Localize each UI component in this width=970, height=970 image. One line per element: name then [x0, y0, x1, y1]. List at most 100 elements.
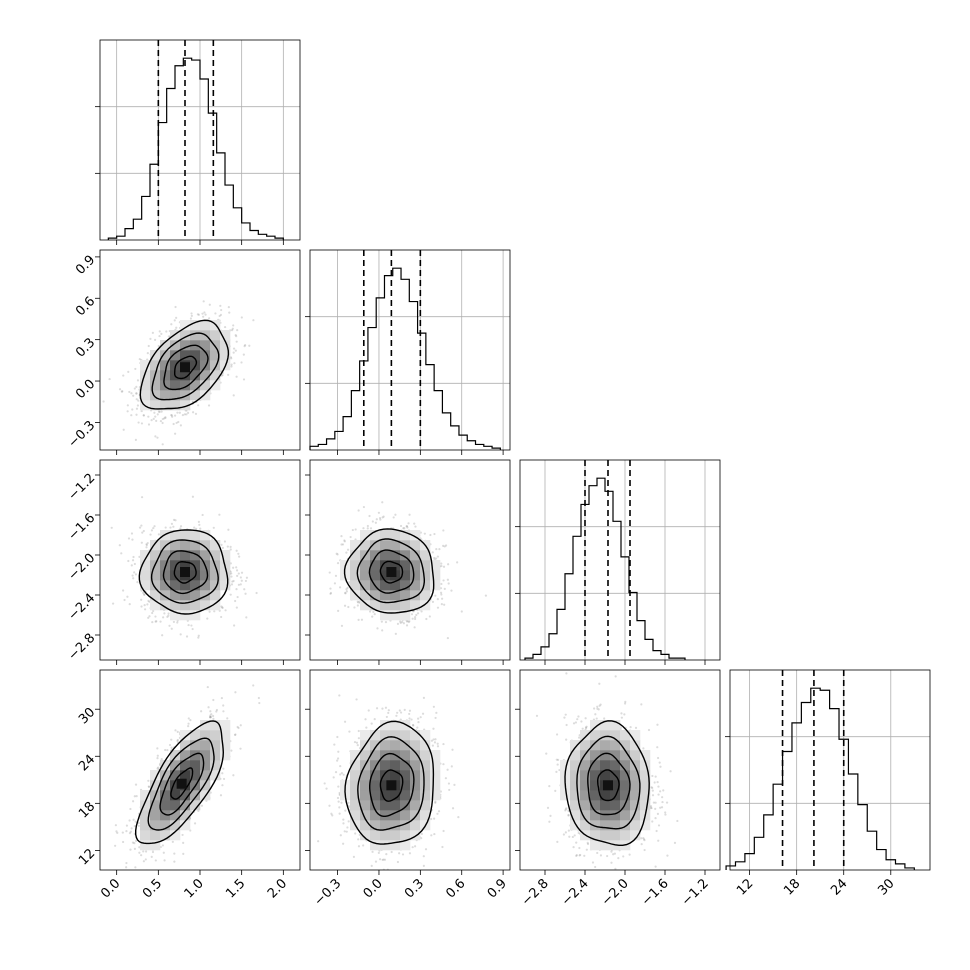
scatter-point — [446, 578, 449, 581]
density-cell — [140, 360, 151, 371]
scatter-panel: −2.8−2.4−2.0−1.6−1.2 — [65, 459, 301, 665]
scatter-point — [240, 579, 243, 582]
density-cell — [170, 390, 181, 401]
scatter-point — [199, 527, 202, 530]
panel-frame — [309, 249, 511, 451]
scatter-point — [224, 609, 227, 612]
scatter-point — [132, 394, 135, 397]
scatter-point — [160, 332, 163, 335]
density-cell — [220, 570, 231, 581]
scatter-point — [206, 617, 209, 620]
y-tick-label: −2.0 — [65, 551, 98, 584]
y-tick-label: −1.6 — [65, 511, 98, 544]
density-cell — [200, 390, 211, 401]
scatter-point — [414, 617, 417, 621]
density-cell — [420, 570, 431, 581]
scatter-point — [147, 423, 151, 426]
scatter-point — [242, 378, 246, 381]
scatter-point — [126, 404, 129, 407]
y-tick-label: −1.2 — [65, 471, 98, 504]
scatter-point — [198, 523, 201, 526]
scatter-point — [171, 840, 174, 843]
scatter-point — [219, 794, 223, 797]
density-cell — [380, 610, 391, 621]
density-cell — [380, 600, 391, 611]
scatter-point — [407, 620, 410, 624]
scatter-panel — [305, 459, 511, 665]
scatter-point — [220, 696, 223, 700]
scatter-point — [245, 616, 248, 619]
scatter-point — [447, 582, 450, 585]
density-cell — [190, 380, 201, 391]
histogram-panel — [305, 249, 511, 455]
scatter-point — [138, 526, 142, 529]
scatter-point — [135, 795, 138, 798]
scatter-point — [161, 417, 164, 421]
scatter-point — [244, 579, 248, 583]
density-cell — [150, 600, 161, 611]
scatter-point — [179, 525, 183, 528]
scatter-point — [181, 413, 184, 417]
scatter-point — [209, 716, 212, 719]
scatter-point — [372, 610, 375, 613]
density-cell — [170, 400, 181, 411]
scatter-point — [433, 532, 436, 536]
density-cell — [160, 390, 171, 401]
scatter-point — [218, 513, 221, 516]
scatter-point — [172, 525, 175, 528]
scatter-point — [128, 831, 132, 835]
scatter-point — [243, 588, 246, 591]
scatter-point — [233, 362, 236, 365]
scatter-point — [161, 421, 164, 425]
density-cell — [390, 560, 401, 571]
density-cell — [420, 580, 431, 591]
scatter-point — [443, 545, 446, 548]
density-cell — [160, 600, 171, 611]
scatter-point — [191, 411, 195, 414]
scatter-point — [428, 615, 431, 618]
scatter-point — [413, 522, 416, 525]
x-tick-label: 12 — [734, 876, 756, 898]
scatter-point — [159, 419, 163, 423]
density-cell — [180, 550, 191, 561]
scatter-point — [135, 398, 138, 401]
scatter-point — [340, 624, 344, 627]
scatter-point — [164, 416, 167, 419]
scatter-point — [220, 615, 223, 619]
scatter-point — [343, 540, 346, 543]
scatter-point — [411, 617, 414, 620]
scatter-point — [123, 598, 126, 602]
panel-inner — [114, 684, 261, 870]
scatter-point — [232, 394, 235, 397]
density-cell — [170, 540, 181, 551]
scatter-point — [147, 779, 150, 782]
density-cell — [200, 590, 211, 601]
scatter-point — [160, 410, 163, 413]
scatter-point — [154, 435, 157, 438]
scatter-point — [197, 634, 200, 637]
density-cell — [210, 350, 221, 361]
density-cell — [210, 580, 221, 591]
scatter-point — [154, 620, 157, 623]
scatter-point — [133, 387, 136, 390]
scatter-point — [122, 589, 125, 592]
scatter-point — [140, 598, 143, 601]
scatter-point — [128, 603, 131, 606]
scatter-point — [410, 613, 414, 616]
scatter-point — [235, 606, 238, 609]
scatter-point — [335, 552, 338, 555]
density-cell — [410, 550, 421, 561]
scatter-point — [382, 515, 385, 518]
density-cell — [170, 610, 181, 621]
scatter-point — [381, 501, 384, 504]
scatter-point — [156, 747, 159, 750]
scatter-point — [132, 555, 135, 559]
density-cell — [190, 320, 201, 331]
density-cell — [410, 580, 421, 591]
density-cell — [210, 550, 221, 561]
density-cell — [160, 340, 171, 351]
density-cell — [170, 350, 181, 361]
scatter-point — [226, 717, 229, 720]
density-cell — [180, 390, 191, 401]
density-cell — [400, 600, 411, 611]
